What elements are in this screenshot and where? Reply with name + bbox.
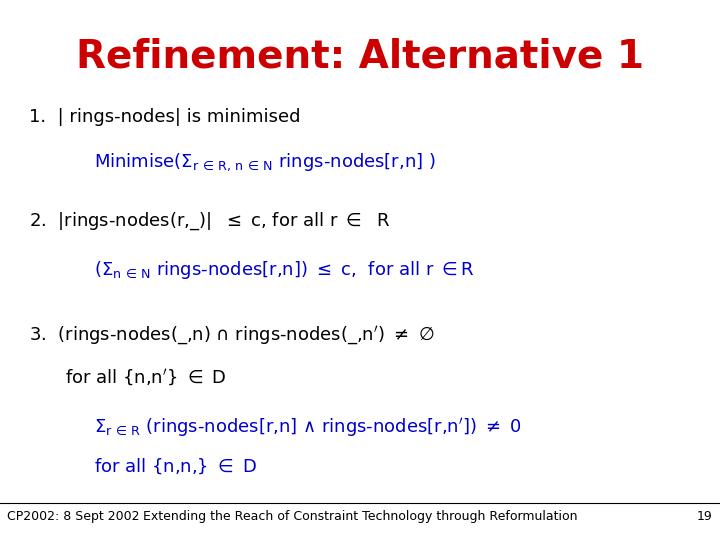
Text: 2.  |rings-nodes(r,_)|  $\leq$ c, for all r $\in$  R: 2. |rings-nodes(r,_)| $\leq$ c, for all … [29, 211, 390, 232]
Text: Refinement: Alternative 1: Refinement: Alternative 1 [76, 38, 644, 76]
Text: 3.  (rings-nodes(_,n) $\cap$ rings-nodes(_,n$'$) $\neq$ $\varnothing$: 3. (rings-nodes(_,n) $\cap$ rings-nodes(… [29, 324, 434, 347]
Text: ($\Sigma_{\mathregular{n\,\in\, N}}$ rings-nodes[r,n]) $\leq$ c,  for all r $\in: ($\Sigma_{\mathregular{n\,\in\, N}}$ rin… [94, 259, 474, 281]
Text: for all {n,n$'$} $\in$ D: for all {n,n$'$} $\in$ D [65, 367, 227, 388]
Text: Minimise($\Sigma_{\mathregular{r\,\in\, R,\, n\,\in\, N}}$ rings-nodes[r,n] ): Minimise($\Sigma_{\mathregular{r\,\in\, … [94, 151, 436, 173]
Text: Extending the Reach of Constraint Technology through Reformulation: Extending the Reach of Constraint Techno… [143, 510, 577, 523]
Text: for all {n,n,} $\in$ D: for all {n,n,} $\in$ D [94, 456, 257, 476]
Text: 19: 19 [697, 510, 713, 523]
Text: $\Sigma_{\mathregular{r\,\in\, R}}$ (rings-nodes[r,n] $\wedge$ rings-nodes[r,n$': $\Sigma_{\mathregular{r\,\in\, R}}$ (rin… [94, 416, 522, 439]
Text: CP2002: 8 Sept 2002: CP2002: 8 Sept 2002 [7, 510, 140, 523]
Text: 1.  | rings-nodes| is minimised: 1. | rings-nodes| is minimised [29, 108, 300, 126]
